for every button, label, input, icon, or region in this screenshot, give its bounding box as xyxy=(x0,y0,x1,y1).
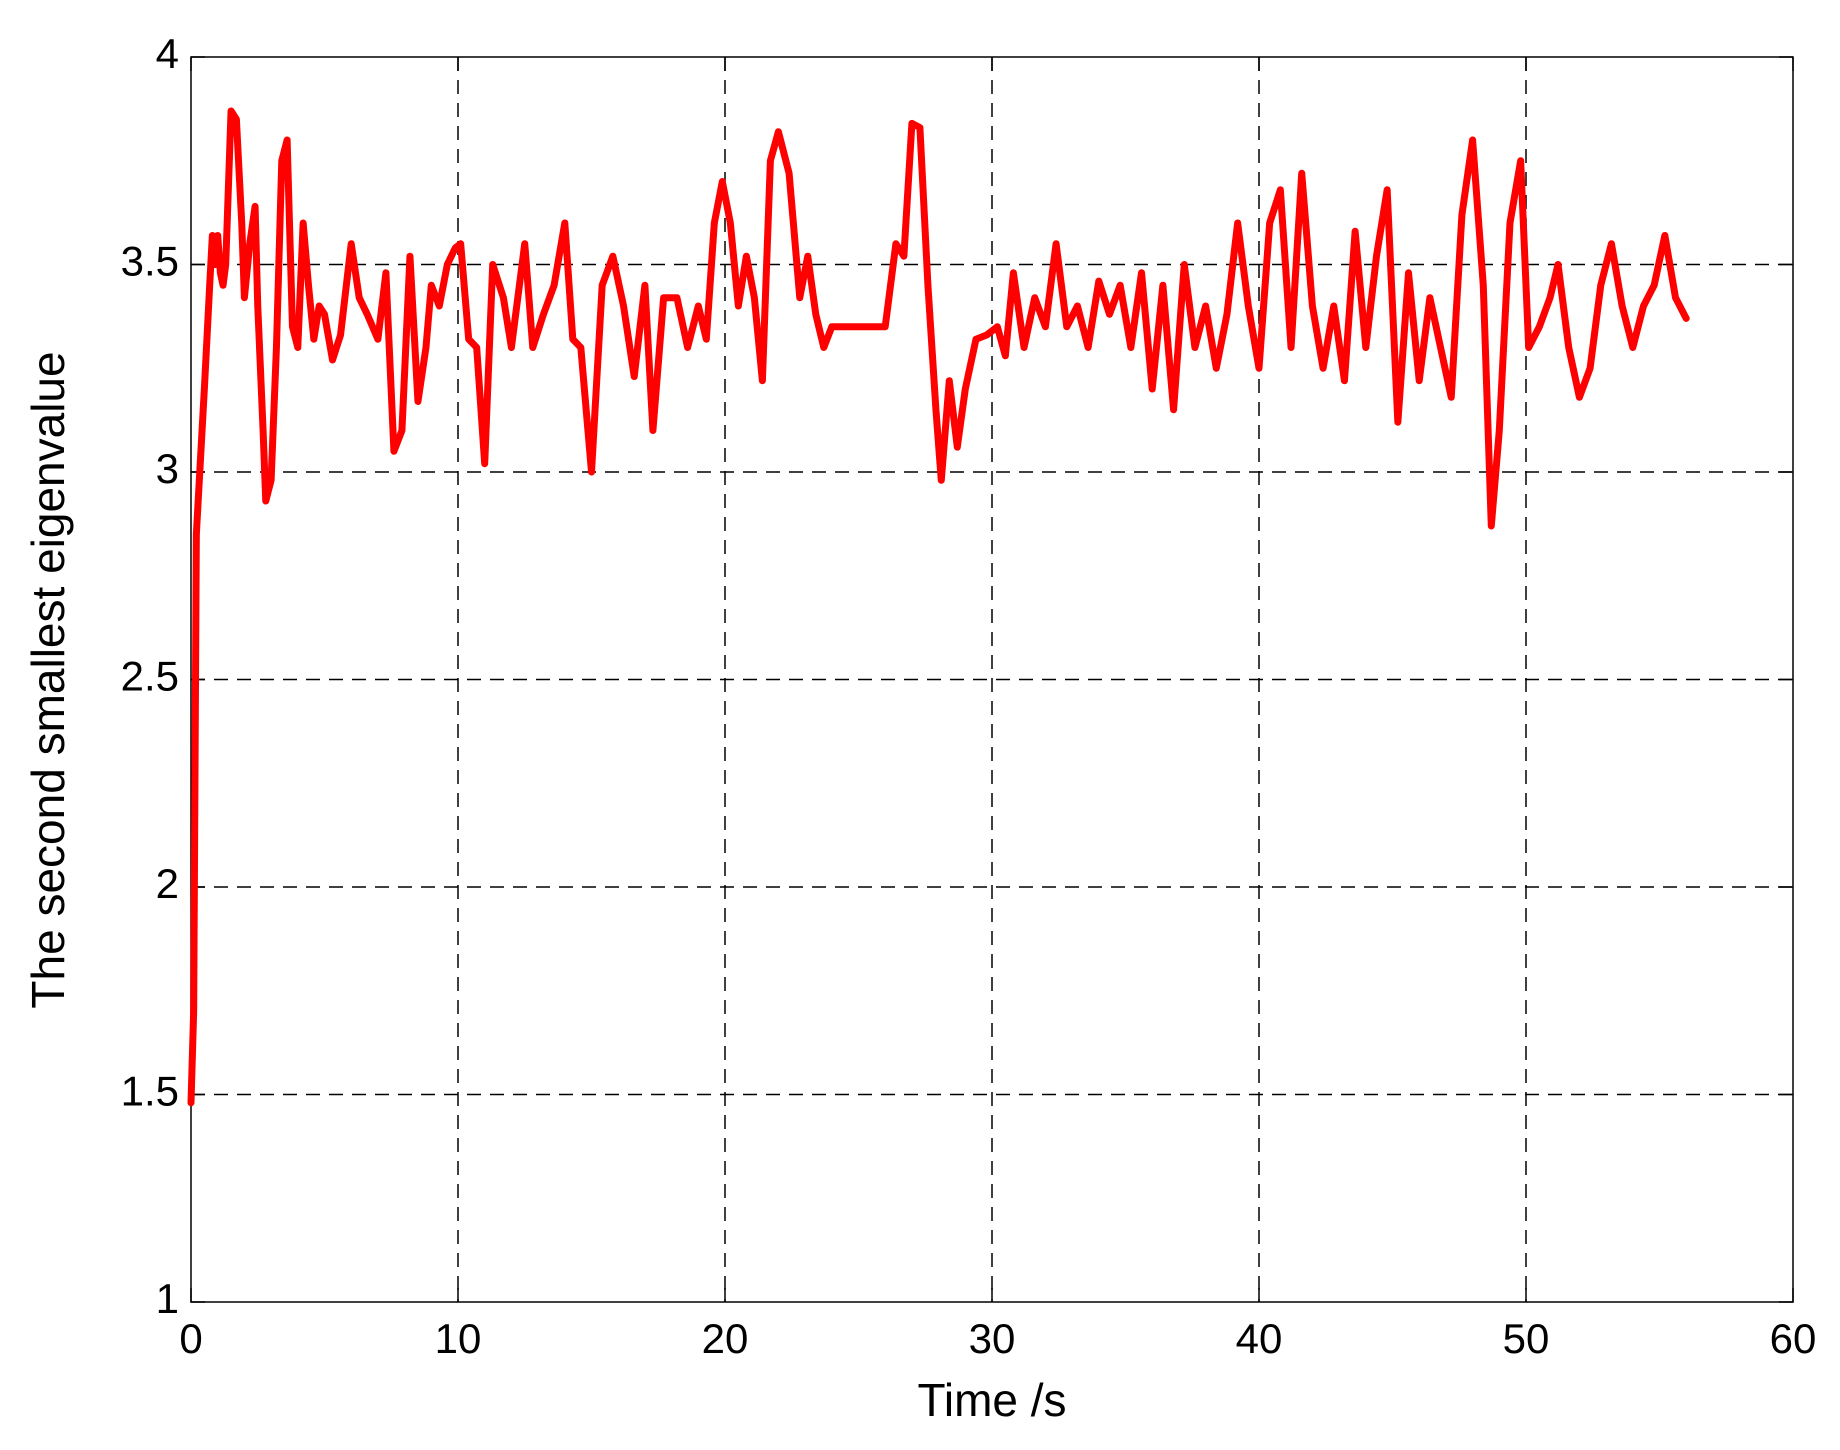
y-tick-label: 1.5 xyxy=(121,1068,179,1115)
plot-frame xyxy=(190,56,1794,1303)
y-tick-label: 2 xyxy=(156,860,179,907)
x-axis-label: Time /s xyxy=(917,1374,1066,1426)
y-tick-label: 4 xyxy=(156,30,179,77)
x-tick-label: 30 xyxy=(969,1315,1016,1362)
x-tick-label: 50 xyxy=(1503,1315,1550,1362)
x-tick-label: 10 xyxy=(435,1315,482,1362)
y-tick-label: 3.5 xyxy=(121,238,179,285)
y-tick-label: 3 xyxy=(156,445,179,492)
y-tick-label: 2.5 xyxy=(121,653,179,700)
y-tick-label: 1 xyxy=(156,1275,179,1322)
x-tick-label: 20 xyxy=(702,1315,749,1362)
x-tick-label: 60 xyxy=(1770,1315,1817,1362)
x-tick-label: 0 xyxy=(179,1315,202,1362)
data-line xyxy=(187,107,1690,1107)
x-tick-label: 40 xyxy=(1236,1315,1283,1362)
y-axis-label: The second smallest eigenvalue xyxy=(22,351,74,1008)
